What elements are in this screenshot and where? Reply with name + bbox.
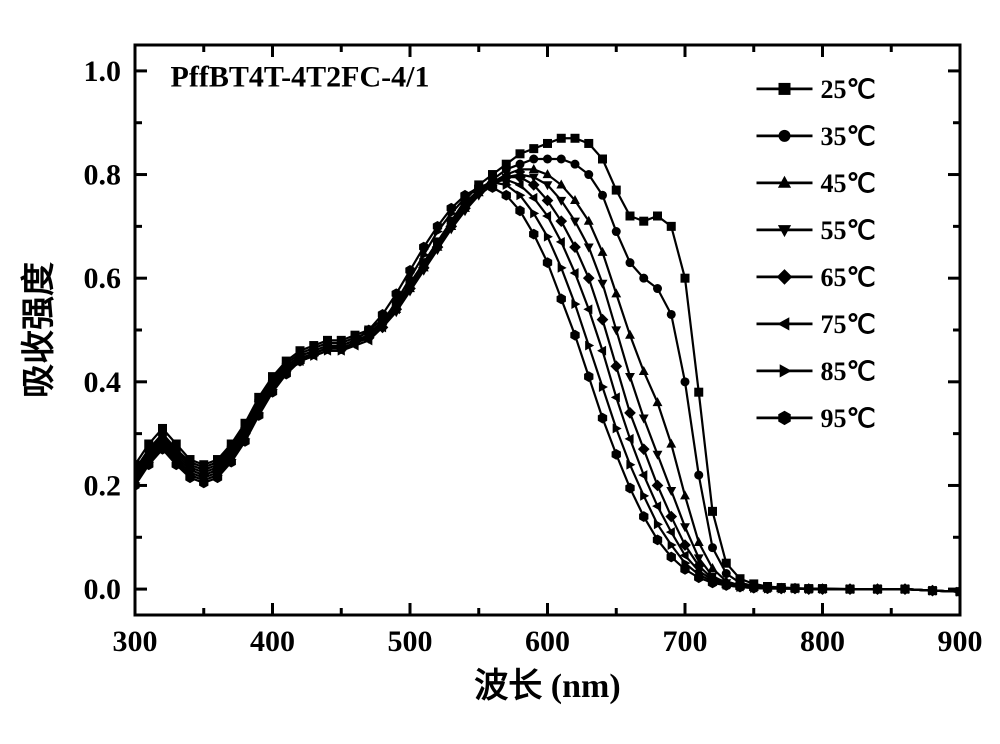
y-tick-label: 1.0: [84, 55, 122, 88]
legend-item: 85℃: [757, 357, 876, 386]
x-tick-label: 300: [113, 625, 158, 658]
legend-item: 75℃: [757, 310, 876, 339]
y-tick-label: 0.2: [84, 469, 122, 502]
legend-label: 55℃: [821, 216, 876, 245]
legend-item: 35℃: [757, 122, 876, 151]
legend-label: 75℃: [821, 310, 876, 339]
x-tick-label: 600: [525, 625, 570, 658]
y-tick-label: 0.6: [84, 262, 122, 295]
chart-title: PffBT4T-4T2FC-4/1: [171, 60, 430, 93]
x-tick-label: 900: [938, 625, 983, 658]
x-tick-label: 700: [663, 625, 708, 658]
legend-item: 65℃: [757, 263, 876, 292]
y-tick-label: 0.4: [84, 366, 122, 399]
x-tick-label: 400: [250, 625, 295, 658]
x-tick-label: 800: [800, 625, 845, 658]
legend-item: 25℃: [757, 75, 876, 104]
legend-item: 55℃: [757, 216, 876, 245]
y-tick-label: 0.8: [84, 159, 122, 192]
legend-label: 35℃: [821, 122, 876, 151]
legend-label: 95℃: [821, 404, 876, 433]
legend-label: 85℃: [821, 357, 876, 386]
legend-item: 95℃: [757, 404, 876, 433]
y-axis-label: 吸收强度: [20, 262, 58, 398]
legend-label: 45℃: [821, 169, 876, 198]
legend-label: 65℃: [821, 263, 876, 292]
legend-item: 45℃: [757, 169, 876, 198]
legend-label: 25℃: [821, 75, 876, 104]
x-axis-label: 波长 (nm): [474, 667, 620, 705]
chart-container: 300 400 500 600 700 800 900 0.0 0.2 0.4 0.6 0.8 1.0 波…: [0, 0, 1000, 744]
absorption-spectrum-chart: 300 400 500 600 700 800 900 0.0 0.2 0.4 0.6 0.8 1.0 波…: [0, 0, 1000, 744]
y-tick-label: 0.0: [84, 573, 122, 606]
legend: 25℃ 35℃ 45℃ 55℃ 65℃ 75℃ 85℃ 95℃: [757, 75, 876, 433]
x-tick-label: 500: [388, 625, 433, 658]
